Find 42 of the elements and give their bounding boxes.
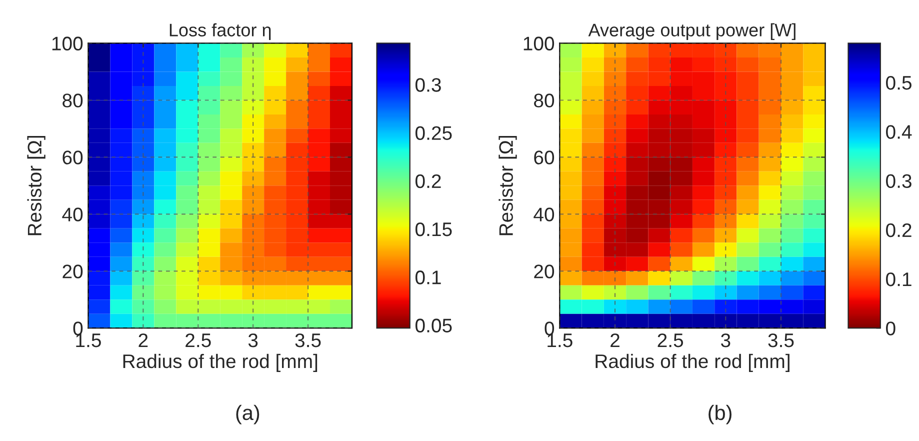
color-bar-label: 0.15 <box>415 222 452 236</box>
x-tick-label: 1.5 <box>548 334 572 348</box>
y-tick-label: 40 <box>62 208 83 222</box>
x-axis-title: Radius of the rod [mm] <box>123 354 318 372</box>
x-tick-label: 2 <box>610 333 620 348</box>
y-tick-label: 0 <box>73 322 83 336</box>
y-tick-label: 80 <box>534 94 554 108</box>
y-tick-label: 60 <box>534 150 554 164</box>
text: (a) <box>236 404 260 424</box>
color-bar-label: 0.25 <box>415 126 452 140</box>
x-tick-label: 3 <box>248 333 258 348</box>
x-axis-title: Radius of the rod [mm] <box>596 354 790 372</box>
x-tick-label: 2 <box>138 333 148 348</box>
chart-title: Loss factor η <box>170 23 271 40</box>
color-bar-label: 0.1 <box>886 272 912 286</box>
y-tick-label: 80 <box>62 94 83 108</box>
y-tick-label: 60 <box>62 150 83 164</box>
color-bar-label: 0.3 <box>886 174 912 188</box>
y-tick-label: 0 <box>544 322 554 336</box>
color-bar-label: 0 <box>886 322 896 336</box>
color-bar-label: 0.5 <box>886 76 912 90</box>
x-tick-label: 3.5 <box>295 333 321 348</box>
y-tick-label: 20 <box>62 264 83 278</box>
x-tick-label: 2.5 <box>658 333 684 348</box>
color-bar-label: 0.3 <box>415 78 441 92</box>
y-tick-label: 100 <box>52 36 83 50</box>
y-axis-title: Resistor [Ω] <box>498 136 517 236</box>
x-tick-label: 2.5 <box>186 333 211 348</box>
color-bar-label: 0.1 <box>415 270 441 284</box>
color-bar-label: 0.4 <box>886 125 912 139</box>
color-bar-label: 0.2 <box>886 223 912 238</box>
x-tick-label: 3.5 <box>768 333 794 348</box>
chart-title: Average output power [W] <box>588 23 796 40</box>
x-tick-label: 1.5 <box>76 334 101 348</box>
y-tick-label: 20 <box>534 264 554 278</box>
color-bar-label: 0.2 <box>415 174 441 188</box>
text: (b) <box>708 404 732 424</box>
x-tick-label: 3 <box>721 333 730 348</box>
y-tick-label: 40 <box>534 208 554 222</box>
color-bar-label: 0.05 <box>415 318 452 332</box>
y-axis-title: Resistor [Ω] <box>27 136 46 236</box>
y-tick-label: 100 <box>524 36 554 50</box>
